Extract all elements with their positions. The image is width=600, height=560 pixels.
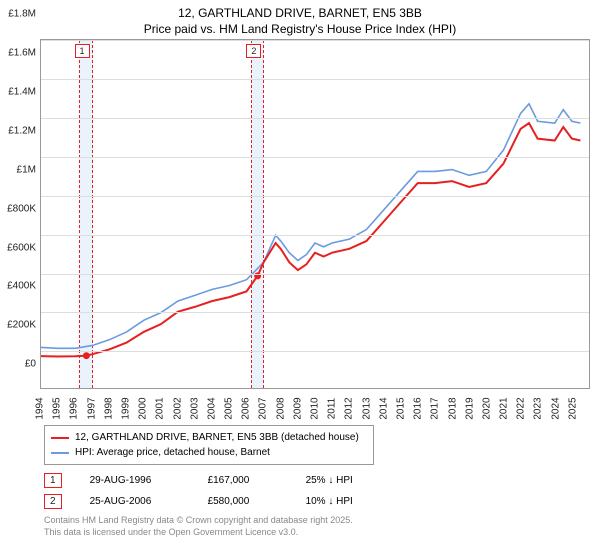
chart-svg — [41, 40, 589, 388]
data-point-price: £167,000 — [208, 475, 278, 486]
x-tick-label: 2008 — [275, 398, 286, 420]
x-tick-label: 2018 — [447, 398, 458, 420]
title-line-2: Price paid vs. HM Land Registry's House … — [0, 22, 600, 38]
legend-box: 12, GARTHLAND DRIVE, BARNET, EN5 3BB (de… — [44, 425, 374, 465]
plot-area: 12 — [40, 39, 590, 389]
x-tick-label: 1996 — [69, 398, 80, 420]
x-tick-label: 1995 — [52, 398, 63, 420]
x-tick-label: 2005 — [224, 398, 235, 420]
x-tick-label: 2014 — [378, 398, 389, 420]
gridline — [41, 157, 589, 158]
series-line — [41, 123, 580, 356]
gridline — [41, 79, 589, 80]
data-point-table: 1 29-AUG-1996 £167,000 25% ↓ HPI 2 25-AUG-200… — [44, 473, 600, 509]
x-tick-label: 2011 — [327, 398, 338, 420]
x-tick-label: 2019 — [464, 398, 475, 420]
data-point-delta: 10% ↓ HPI — [306, 496, 353, 507]
x-tick-label: 1999 — [120, 398, 131, 420]
x-tick-label: 2003 — [189, 398, 200, 420]
x-tick-label: 2017 — [430, 398, 441, 420]
data-point-row: 2 25-AUG-2006 £580,000 10% ↓ HPI — [44, 494, 600, 509]
x-tick-label: 2001 — [155, 398, 166, 420]
y-tick-label: £200K — [7, 320, 36, 331]
y-tick-label: £1.6M — [8, 48, 36, 59]
chart-area: £0£200K£400K£600K£800K£1M£1.2M£1.4M£1.6M… — [40, 39, 600, 419]
x-tick-label: 2009 — [292, 398, 303, 420]
x-tick-label: 2020 — [481, 398, 492, 420]
data-point-index: 2 — [44, 494, 62, 509]
sale-band-label: 1 — [75, 44, 90, 58]
x-tick-label: 2010 — [310, 398, 321, 420]
x-tick-label: 2015 — [395, 398, 406, 420]
data-point-date: 29-AUG-1996 — [90, 475, 180, 486]
legend-label: HPI: Average price, detached house, Barn… — [75, 445, 270, 460]
gridline — [41, 235, 589, 236]
gridline — [41, 196, 589, 197]
y-tick-label: £1.8M — [8, 9, 36, 20]
title-line-1: 12, GARTHLAND DRIVE, BARNET, EN5 3BB — [0, 6, 600, 22]
x-tick-label: 1998 — [103, 398, 114, 420]
y-tick-label: £1M — [17, 164, 36, 175]
data-point-date: 25-AUG-2006 — [90, 496, 180, 507]
x-tick-label: 2016 — [413, 398, 424, 420]
x-tick-label: 2024 — [550, 398, 561, 420]
x-tick-label: 2023 — [533, 398, 544, 420]
gridline — [41, 312, 589, 313]
x-tick-label: 2002 — [172, 398, 183, 420]
x-tick-label: 2012 — [344, 398, 355, 420]
y-tick-label: £600K — [7, 242, 36, 253]
gridline — [41, 118, 589, 119]
x-tick-label: 2013 — [361, 398, 372, 420]
data-point-index: 1 — [44, 473, 62, 488]
x-tick-label: 2000 — [138, 398, 149, 420]
x-axis: 1994199519961997199819992000200120022003… — [40, 389, 590, 419]
x-tick-label: 2022 — [516, 398, 527, 420]
legend-swatch — [51, 452, 69, 454]
gridline — [41, 351, 589, 352]
sale-band-label: 2 — [246, 44, 261, 58]
legend-swatch — [51, 437, 69, 439]
legend-label: 12, GARTHLAND DRIVE, BARNET, EN5 3BB (de… — [75, 430, 359, 445]
x-tick-label: 2004 — [206, 398, 217, 420]
y-tick-label: £1.2M — [8, 125, 36, 136]
footer-line-1: Contains HM Land Registry data © Crown c… — [44, 515, 600, 527]
gridline — [41, 40, 589, 41]
y-tick-label: £1.4M — [8, 86, 36, 97]
x-tick-label: 2021 — [499, 398, 510, 420]
legend-row: HPI: Average price, detached house, Barn… — [51, 445, 367, 460]
footer-line-2: This data is licensed under the Open Gov… — [44, 527, 600, 539]
data-point-price: £580,000 — [208, 496, 278, 507]
y-tick-label: £0 — [25, 359, 36, 370]
y-tick-label: £400K — [7, 281, 36, 292]
chart-title: 12, GARTHLAND DRIVE, BARNET, EN5 3BB Pri… — [0, 0, 600, 39]
x-tick-label: 1994 — [35, 398, 46, 420]
y-tick-label: £800K — [7, 203, 36, 214]
x-tick-label: 2007 — [258, 398, 269, 420]
data-point-row: 1 29-AUG-1996 £167,000 25% ↓ HPI — [44, 473, 600, 488]
footer-attribution: Contains HM Land Registry data © Crown c… — [44, 515, 600, 538]
legend-row: 12, GARTHLAND DRIVE, BARNET, EN5 3BB (de… — [51, 430, 367, 445]
sale-marker — [83, 352, 90, 359]
data-point-delta: 25% ↓ HPI — [306, 475, 353, 486]
gridline — [41, 274, 589, 275]
y-axis: £0 £200K £400K £600K £800K £1M £1.2M £1.4M £1.6M… — [0, 39, 40, 389]
x-tick-label: 2006 — [241, 398, 252, 420]
x-tick-label: 2025 — [567, 398, 578, 420]
x-tick-label: 1997 — [86, 398, 97, 420]
